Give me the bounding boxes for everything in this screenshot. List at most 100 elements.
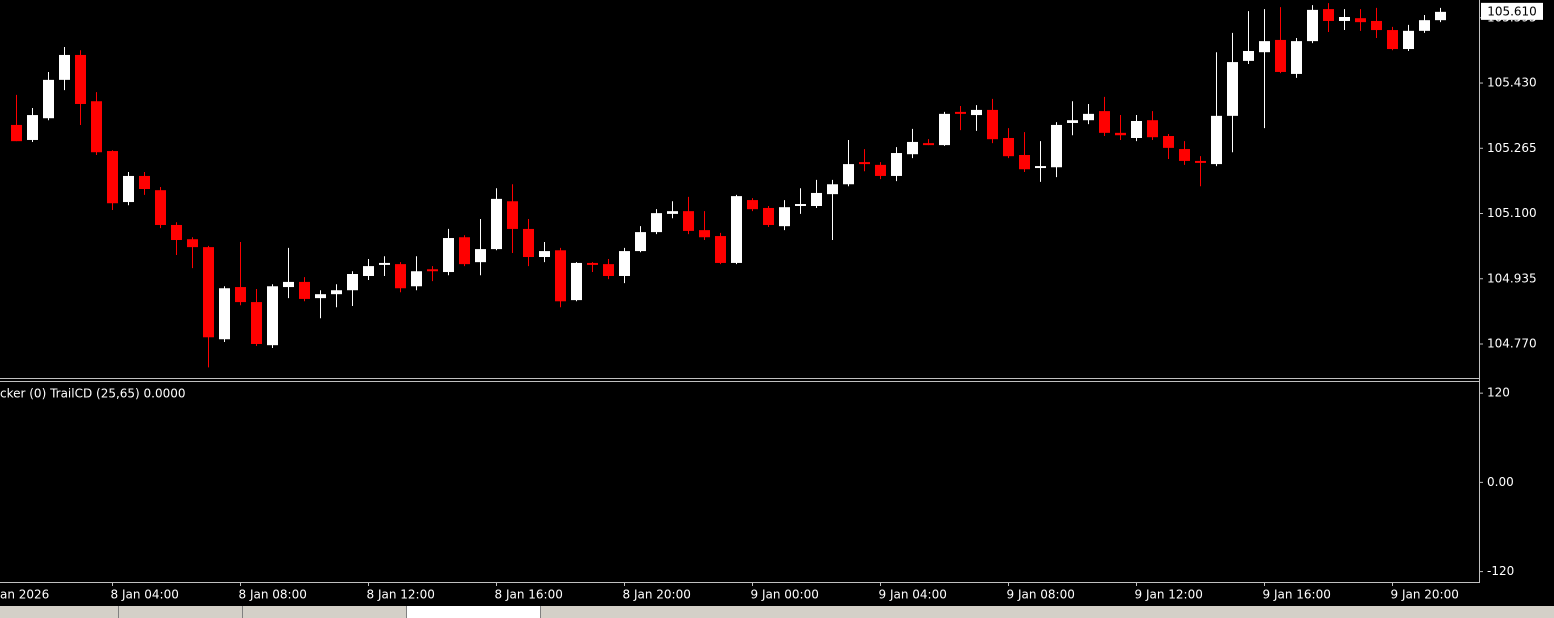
candle-body bbox=[107, 151, 118, 204]
candle-body bbox=[427, 269, 438, 272]
candle-body bbox=[11, 124, 22, 142]
x-tick-label: 9 Jan 12:00 bbox=[1135, 588, 1203, 602]
candle-body bbox=[1227, 62, 1238, 116]
candle-body bbox=[1163, 136, 1174, 148]
candle-body bbox=[1115, 132, 1126, 136]
candle-body bbox=[699, 230, 710, 238]
candle-body bbox=[1147, 120, 1158, 138]
candle-body bbox=[587, 262, 598, 265]
candle-body bbox=[875, 164, 886, 176]
candle-body bbox=[475, 249, 486, 263]
candle-body bbox=[827, 184, 838, 195]
candle-body bbox=[347, 274, 358, 291]
sub-y-tick-label: 0.00 bbox=[1487, 475, 1514, 489]
x-tick-label: 9 Jan 04:00 bbox=[879, 588, 947, 602]
candle-body bbox=[731, 196, 742, 263]
candle-body bbox=[123, 175, 134, 203]
candle-body bbox=[411, 271, 422, 287]
x-tick-label: 8 Jan 04:00 bbox=[111, 588, 179, 602]
candle-body bbox=[379, 262, 390, 265]
candle-body bbox=[555, 250, 566, 302]
candle-body bbox=[891, 153, 902, 176]
candle-body bbox=[27, 115, 38, 140]
candle-body bbox=[491, 198, 502, 250]
candle-body bbox=[1275, 39, 1286, 72]
candle-body bbox=[139, 175, 150, 189]
candle-body bbox=[1323, 9, 1334, 21]
candle-body bbox=[75, 54, 86, 104]
x-tick-label: 9 Jan 00:00 bbox=[751, 588, 819, 602]
x-tick-label: 8 Jan 20:00 bbox=[623, 588, 691, 602]
candle-body bbox=[1179, 149, 1190, 161]
x-tick-label: 9 Jan 16:00 bbox=[1263, 588, 1331, 602]
candle-body bbox=[1259, 41, 1270, 53]
candle-body bbox=[1435, 11, 1446, 21]
sub-y-tick-label: -120 bbox=[1487, 564, 1514, 578]
candle-body bbox=[1307, 9, 1318, 42]
candle-body bbox=[459, 237, 470, 265]
candle-body bbox=[619, 251, 630, 276]
candle-body bbox=[1067, 120, 1078, 123]
candle-body bbox=[251, 302, 262, 344]
active-tab[interactable] bbox=[407, 606, 540, 618]
candle-body bbox=[715, 236, 726, 263]
candle-body bbox=[331, 290, 342, 295]
candle-body bbox=[1387, 30, 1398, 50]
candle-body bbox=[763, 207, 774, 225]
candle-body bbox=[155, 190, 166, 225]
candle-body bbox=[315, 294, 326, 299]
candle-body bbox=[1371, 20, 1382, 31]
candle-body bbox=[971, 109, 982, 116]
last-price-label: 105.610 bbox=[1487, 4, 1537, 18]
candle-body bbox=[987, 109, 998, 140]
y-tick-label: 105.265 bbox=[1487, 141, 1537, 155]
y-tick-label: 104.935 bbox=[1487, 271, 1537, 285]
candle-body bbox=[779, 207, 790, 227]
candle-body bbox=[811, 192, 822, 207]
candle-body bbox=[1403, 30, 1414, 50]
candle-body bbox=[923, 143, 934, 146]
candle-body bbox=[939, 113, 950, 146]
candle-body bbox=[235, 287, 246, 303]
tab-bar bbox=[0, 606, 1554, 618]
candle-body bbox=[203, 247, 214, 338]
candle-body bbox=[1131, 120, 1142, 138]
candle-body bbox=[59, 54, 70, 80]
candle-body bbox=[1243, 51, 1254, 61]
candle-body bbox=[1099, 111, 1110, 133]
candle-body bbox=[1019, 154, 1030, 170]
candle-body bbox=[747, 200, 758, 210]
y-tick-label: 105.100 bbox=[1487, 206, 1537, 220]
x-date-label: an 2026 bbox=[0, 588, 49, 602]
candle-body bbox=[955, 111, 966, 114]
candle-body bbox=[1291, 41, 1302, 74]
candle-body bbox=[843, 164, 854, 185]
tab-strip bbox=[0, 606, 1554, 618]
candle-body bbox=[1211, 115, 1222, 165]
sub-y-tick-label: 120 bbox=[1487, 386, 1510, 400]
y-tick-label: 105.430 bbox=[1487, 76, 1537, 90]
candle-body bbox=[859, 162, 870, 165]
candle-body bbox=[299, 281, 310, 299]
candle-body bbox=[507, 201, 518, 229]
candle-body bbox=[635, 232, 646, 252]
candle-body bbox=[283, 281, 294, 288]
last-price-box bbox=[1481, 2, 1543, 20]
candle-body bbox=[1051, 124, 1062, 168]
candle-body bbox=[395, 264, 406, 289]
candle-body bbox=[91, 101, 102, 153]
candle-body bbox=[795, 204, 806, 207]
candle-body bbox=[171, 224, 182, 241]
indicator-title: cker (0) TrailCD (25,65) 0.0000 bbox=[0, 387, 186, 401]
candle-body bbox=[363, 266, 374, 276]
x-tick-label: 9 Jan 08:00 bbox=[1007, 588, 1075, 602]
candle-body bbox=[1355, 18, 1366, 23]
candle-body bbox=[907, 141, 918, 155]
candle-body bbox=[1195, 160, 1206, 163]
candle-body bbox=[523, 228, 534, 258]
x-tick-label: 8 Jan 08:00 bbox=[239, 588, 307, 602]
candle-body bbox=[539, 251, 550, 258]
candle-body bbox=[667, 211, 678, 214]
candle-body bbox=[267, 286, 278, 346]
